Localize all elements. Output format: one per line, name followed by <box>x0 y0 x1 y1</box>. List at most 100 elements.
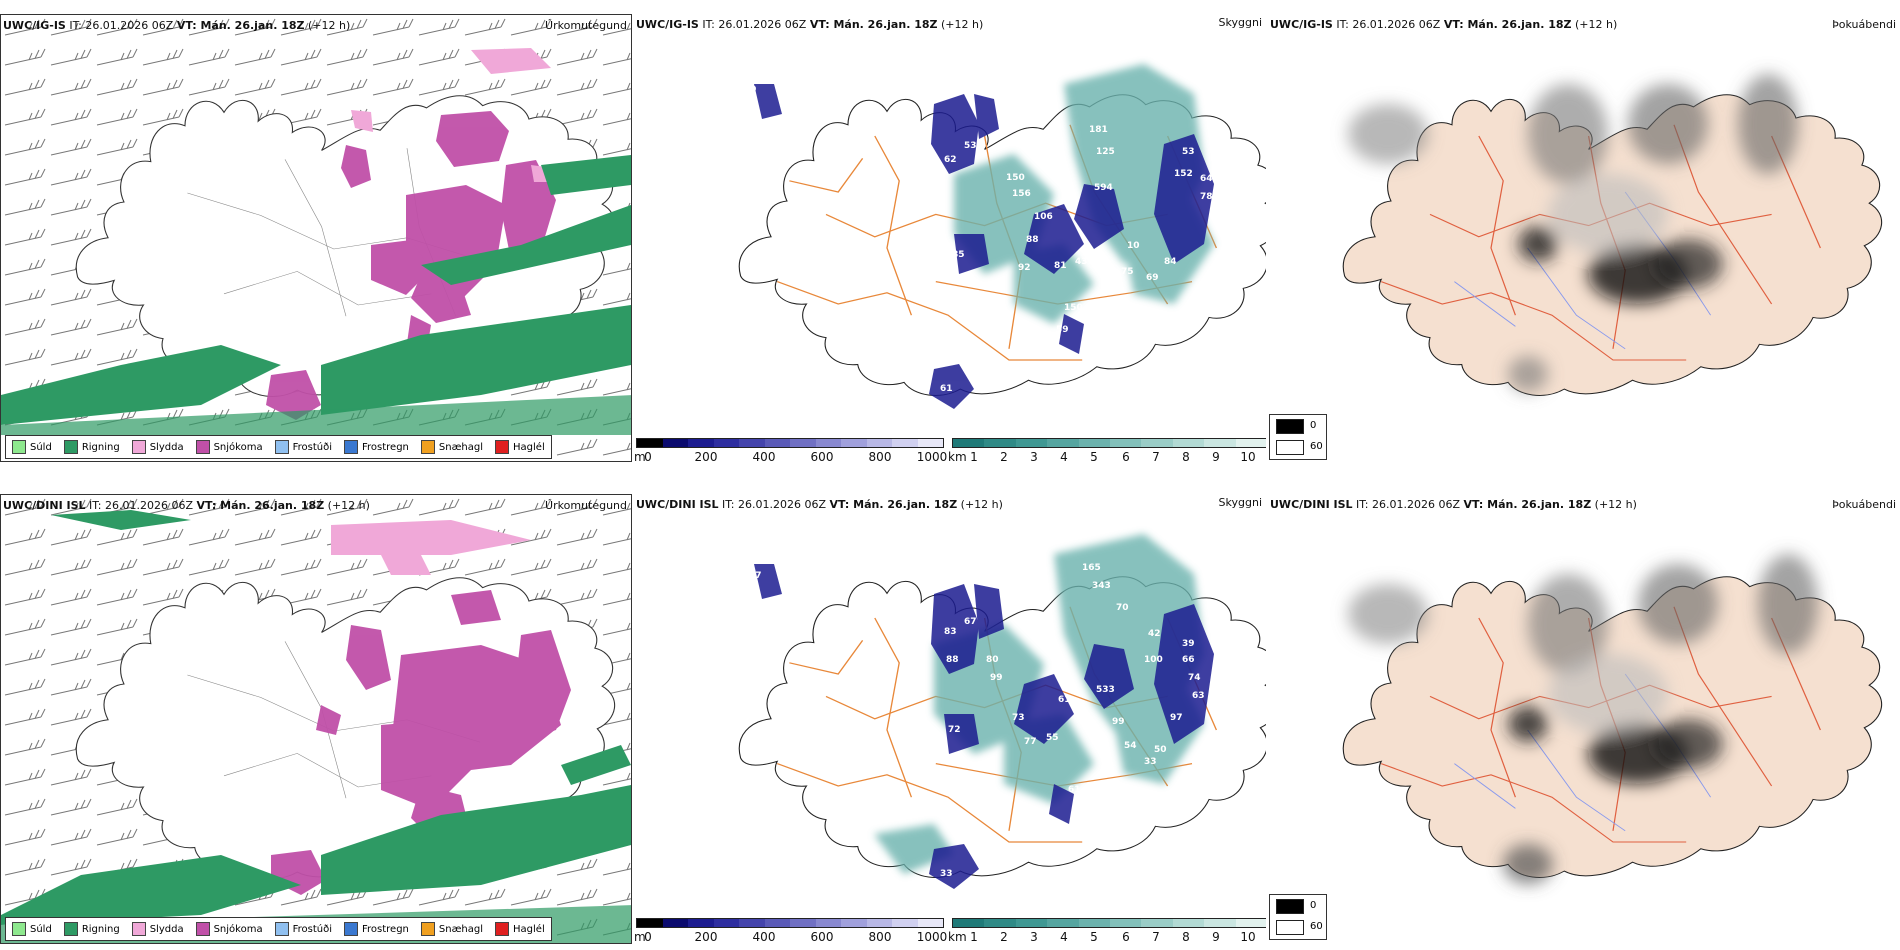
map-value-label: 70 <box>1029 99 1042 109</box>
visibility-colorbar <box>952 438 1266 448</box>
legend-item: Frostregn <box>344 440 409 454</box>
panel-title: UWC/IG-IS IT: 26.01.2026 06Z VT: Mán. 26… <box>636 18 984 31</box>
fog-legend-row1: 0 60 <box>1269 414 1327 460</box>
cloud-map: 67 83 67 80 88 99 165 343 70 42 100 39 6… <box>738 534 1266 889</box>
fog-map <box>1342 74 1883 397</box>
fog-legend-label: 60 <box>1310 441 1323 452</box>
cloud-base-colorbar <box>636 918 944 928</box>
tick-label: 200 <box>694 930 718 944</box>
map-value-label: 125 <box>1096 147 1115 157</box>
fog-legend-label: 0 <box>1310 420 1317 431</box>
cloud-base-field <box>754 564 1214 889</box>
map-value-label: 75 <box>1121 267 1134 277</box>
visibility-unit: km <box>948 450 967 464</box>
cloud-base-field <box>754 84 1214 409</box>
tick-label: 0 <box>644 930 652 944</box>
tick-label: 6 <box>1122 930 1130 944</box>
cloud-base-ticks: 0 200 400 600 800 1000 <box>644 930 947 944</box>
map-value-label: 150 <box>1006 173 1025 183</box>
precip-panel-row1: UWC/IG-IS IT: 26.01.2026 06Z VT: Mán. 26… <box>0 14 632 462</box>
tick-label: 7 <box>1152 450 1160 464</box>
map-value-label: 61 <box>1068 785 1081 795</box>
visibility-ticks: 1 2 3 4 5 6 7 8 9 10 <box>970 930 1264 944</box>
map-value-label: 106 <box>1034 212 1053 222</box>
map-value-label: 533 <box>1096 685 1115 695</box>
map-value-label: 74 <box>1188 673 1201 683</box>
map-value-label: 61 <box>940 384 953 394</box>
map-value-label: 66 <box>1182 655 1195 665</box>
visibility-unit: km <box>948 930 967 944</box>
visibility-colorbar <box>952 918 1266 928</box>
precip-map <box>1 15 631 461</box>
panel-type-label: Þokuábendi <box>1832 498 1896 511</box>
panel-type-label: Skyggni <box>1218 16 1262 29</box>
cloud-base-unit: m <box>634 930 646 944</box>
map-value-label: 73 <box>1012 713 1025 723</box>
precip-legend: Súld Rigning Slydda Snjókoma Frostúði Fr… <box>5 917 552 941</box>
map-value-label: 92 <box>1018 263 1031 273</box>
tick-label: 3 <box>1030 930 1038 944</box>
tick-label: 400 <box>752 450 776 464</box>
map-value-label: 53 <box>1182 147 1195 157</box>
map-value-label: 63 <box>1192 691 1205 701</box>
tick-label: 9 <box>1212 930 1220 944</box>
map-value-label: 55 <box>1046 733 1059 743</box>
map-value-label: 150 <box>1064 303 1083 313</box>
panel-title: UWC/IG-IS IT: 26.01.2026 06Z VT: Mán. 26… <box>1270 18 1618 31</box>
map-value-label: 436 <box>1075 257 1094 267</box>
map-value-label: 71 <box>1102 759 1115 769</box>
map-value-label: 61 <box>1058 695 1071 705</box>
map-value-label: 88 <box>1026 235 1039 245</box>
map-value-label: 99 <box>1112 717 1125 727</box>
tick-label: 8 <box>1182 930 1190 944</box>
fog-panel-row2: UWC/DINI ISL IT: 26.01.2026 06Z VT: Mán.… <box>1268 494 1900 944</box>
cloud-base-labels: 67 83 67 80 88 99 165 343 70 42 100 39 6… <box>749 563 1205 879</box>
tick-label: 0 <box>644 450 652 464</box>
precip-map <box>1 495 631 943</box>
fog-legend-label: 60 <box>1310 921 1323 932</box>
fog-legend-label: 0 <box>1310 900 1317 911</box>
map-value-label: 69 <box>744 85 757 95</box>
rain-areas <box>1 155 631 435</box>
map-value-label: 80 <box>986 655 999 665</box>
tick-label: 2 <box>1000 450 1008 464</box>
map-value-label: 67 <box>964 617 977 627</box>
map-value-label: 99 <box>990 673 1003 683</box>
tick-label: 5 <box>1090 930 1098 944</box>
map-value-label: 72 <box>948 725 961 735</box>
map-value-label: 100 <box>1144 655 1163 665</box>
cloud-base-labels: 69 62 53 85 70 181 125 53 152 64 78 150 … <box>744 85 1213 394</box>
tick-label: 6 <box>1122 450 1130 464</box>
map-value-label: 88 <box>946 655 959 665</box>
tick-label: 9 <box>1212 450 1220 464</box>
panel-title: UWC/IG-IS IT: 26.01.2026 06Z VT: Mán. 26… <box>3 19 351 32</box>
cloud-base-ticks: 0 200 400 600 800 1000 <box>644 450 947 464</box>
cloud-panel-row1: 69 62 53 85 70 181 125 53 152 64 78 150 … <box>634 14 1266 464</box>
tick-label: 5 <box>1090 450 1098 464</box>
tick-label: 3 <box>1030 450 1038 464</box>
map-value-label: 84 <box>1164 257 1177 267</box>
tick-label: 10 <box>1240 930 1256 944</box>
legend-item: Snjókoma <box>195 922 263 936</box>
map-value-label: 152 <box>1174 169 1193 179</box>
map-value-label: 97 <box>1170 713 1183 723</box>
map-value-label: 54 <box>1124 741 1137 751</box>
map-value-label: 62 <box>944 155 957 165</box>
map-value-label: 108 <box>908 369 927 379</box>
legend-item: Slydda <box>131 922 184 936</box>
map-value-label: 85 <box>952 250 965 260</box>
map-value-label: 42 <box>1148 629 1161 639</box>
map-value-label: 156 <box>1012 189 1031 199</box>
map-value-label: 594 <box>1094 183 1113 193</box>
map-value-label: 81 <box>1054 261 1067 271</box>
panel-type-label: Skyggni <box>1218 496 1262 509</box>
panel-type-label: Úrkomutegund <box>545 19 627 32</box>
map-value-label: 96 <box>1104 281 1117 291</box>
cloud-map: 69 62 53 85 70 181 125 53 152 64 78 150 … <box>738 64 1266 409</box>
legend-item: Rigning <box>63 922 120 936</box>
tick-label: 400 <box>752 930 776 944</box>
map-value-label: 69 <box>1146 273 1159 283</box>
map-value-label: 343 <box>1092 581 1111 591</box>
tick-label: 600 <box>810 450 834 464</box>
legend-item: Haglél <box>495 440 545 454</box>
